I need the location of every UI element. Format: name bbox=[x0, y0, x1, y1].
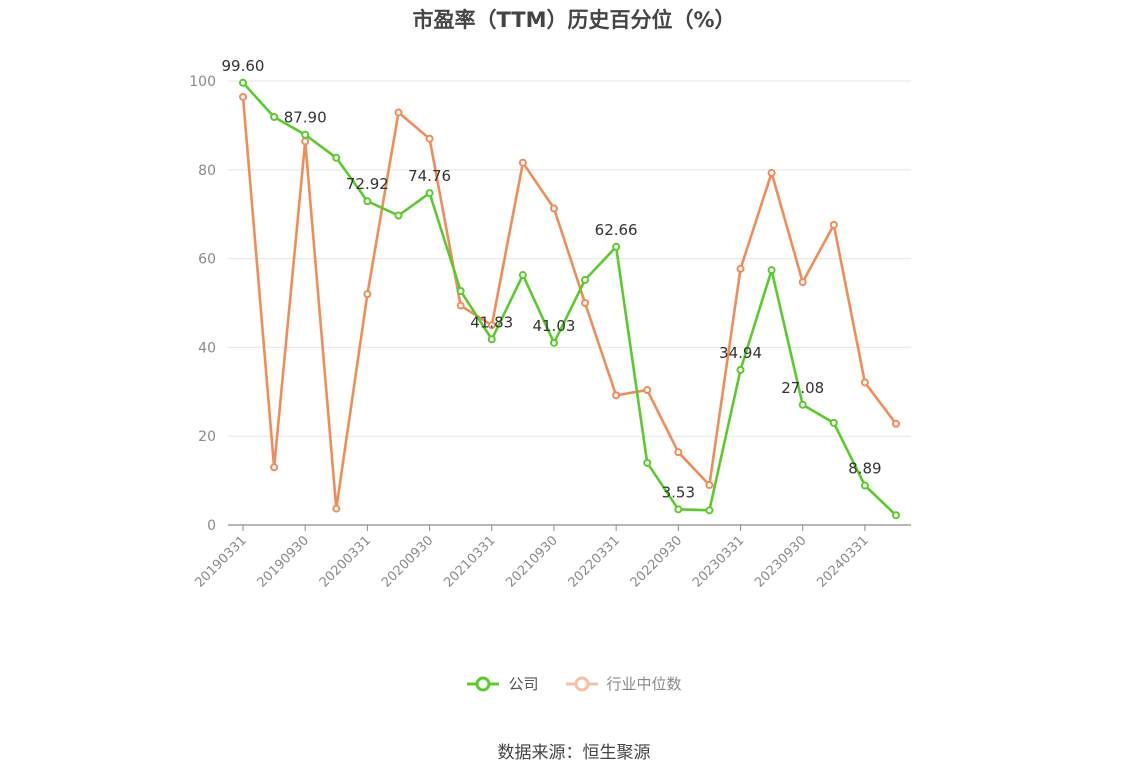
x-tick-label-20200331: 20200331 bbox=[317, 533, 374, 590]
point-company-20230630[interactable] bbox=[767, 266, 776, 275]
point-industry-20210331[interactable] bbox=[487, 321, 496, 330]
x-tick-label-20220930: 20220930 bbox=[628, 533, 685, 590]
y-tick-label-80: 80 bbox=[198, 163, 216, 179]
point-company-20220930[interactable] bbox=[674, 505, 683, 514]
legend: 公司 行业中位数 bbox=[0, 673, 1148, 694]
point-company-20220331[interactable] bbox=[612, 242, 621, 251]
point-industry-20231231[interactable] bbox=[829, 220, 838, 229]
legend-industry-marker-icon bbox=[565, 676, 598, 691]
point-industry-20230630[interactable] bbox=[767, 168, 776, 177]
point-company-20221231[interactable] bbox=[705, 506, 714, 515]
point-industry-20200630[interactable] bbox=[394, 108, 403, 117]
point-industry-20221231[interactable] bbox=[705, 481, 714, 490]
point-company-20190930[interactable] bbox=[301, 130, 310, 139]
legend-item-company[interactable]: 公司 bbox=[466, 673, 539, 694]
data-label-20240331: 8.89 bbox=[848, 460, 881, 478]
point-industry-20240630[interactable] bbox=[892, 419, 900, 428]
data-label-20200331: 72.92 bbox=[346, 175, 389, 193]
series-line-industry bbox=[241, 96, 898, 510]
chart-title: 市盈率（TTM）历史百分位（%） bbox=[412, 8, 736, 32]
point-company-20210331[interactable] bbox=[487, 335, 496, 344]
point-industry-20200331[interactable] bbox=[363, 290, 372, 299]
data-label-20230331: 34.94 bbox=[719, 344, 762, 362]
point-industry-20210630[interactable] bbox=[518, 158, 527, 167]
data-label-20210930: 41.03 bbox=[532, 317, 575, 335]
point-company-20200331[interactable] bbox=[363, 197, 372, 206]
y-tick-label-0: 0 bbox=[207, 518, 216, 534]
point-company-20190331[interactable] bbox=[239, 78, 247, 87]
x-tick-label-20190331: 20190331 bbox=[192, 533, 249, 590]
point-company-20220630[interactable] bbox=[643, 458, 652, 467]
data-source: 数据来源：恒生聚源 bbox=[497, 743, 651, 763]
point-company-20210630[interactable] bbox=[518, 271, 527, 280]
data-label-20210331: 41.83 bbox=[470, 313, 513, 331]
data-label-20230930: 27.08 bbox=[781, 379, 824, 397]
series-layer bbox=[239, 78, 900, 520]
point-industry-20220630[interactable] bbox=[643, 386, 652, 395]
legend-industry-label: 行业中位数 bbox=[606, 675, 682, 693]
point-company-20191231[interactable] bbox=[332, 153, 341, 162]
point-industry-20230930[interactable] bbox=[798, 278, 807, 287]
point-industry-20201231[interactable] bbox=[456, 301, 465, 310]
x-tick-label-20230930: 20230930 bbox=[752, 533, 809, 590]
data-label-20190930: 87.90 bbox=[284, 109, 327, 127]
y-tick-label-40: 40 bbox=[198, 340, 216, 356]
point-industry-20200930[interactable] bbox=[425, 134, 434, 143]
data-labels: 99.60 87.90 72.92 74.76 41.83 41.03 62.66 3.53 3… bbox=[222, 57, 882, 502]
y-tick-label-100: 100 bbox=[189, 74, 216, 90]
point-industry-20230331[interactable] bbox=[736, 264, 745, 273]
point-company-20200930[interactable] bbox=[425, 189, 434, 198]
point-company-20230331[interactable] bbox=[736, 365, 745, 374]
point-company-20231231[interactable] bbox=[829, 418, 838, 427]
point-company-20200630[interactable] bbox=[394, 211, 403, 220]
point-industry-20211231[interactable] bbox=[581, 299, 590, 307]
data-label-20220930: 3.53 bbox=[662, 483, 695, 501]
data-label-20200930: 74.76 bbox=[408, 167, 451, 185]
legend-company-label: 公司 bbox=[508, 675, 539, 693]
data-label-20220331: 62.66 bbox=[595, 221, 638, 239]
point-industry-20190930[interactable] bbox=[301, 137, 310, 146]
point-industry-20191231[interactable] bbox=[332, 504, 341, 513]
point-industry-20240331[interactable] bbox=[860, 378, 869, 387]
y-tick-label-20: 20 bbox=[198, 429, 216, 445]
point-industry-20190331[interactable] bbox=[239, 92, 247, 101]
point-company-20211231[interactable] bbox=[581, 275, 590, 284]
point-industry-20220930[interactable] bbox=[674, 448, 683, 457]
y-axis: 0 20 40 60 80 100 bbox=[189, 74, 216, 534]
x-tick-label-20240331: 20240331 bbox=[814, 533, 871, 590]
point-industry-20210930[interactable] bbox=[549, 204, 558, 213]
point-industry-20220331[interactable] bbox=[612, 391, 621, 400]
x-axis: 20190331 20190930 20200331 20200930 20210331… bbox=[192, 524, 911, 591]
point-company-20210930[interactable] bbox=[549, 338, 558, 347]
legend-company-marker-icon bbox=[467, 676, 500, 691]
point-company-20201231[interactable] bbox=[456, 287, 465, 296]
point-industry-20190630[interactable] bbox=[270, 463, 279, 472]
x-tick-label-20210331: 20210331 bbox=[441, 533, 498, 590]
x-tick-label-20200930: 20200930 bbox=[379, 533, 436, 590]
y-tick-label-60: 60 bbox=[198, 252, 216, 268]
point-company-20240630[interactable] bbox=[892, 511, 900, 520]
x-tick-label-20190930: 20190930 bbox=[255, 533, 312, 590]
x-tick-label-20220331: 20220331 bbox=[566, 533, 623, 590]
data-label-20190331: 99.60 bbox=[222, 57, 265, 75]
x-tick-label-20230331: 20230331 bbox=[690, 533, 747, 590]
point-company-20230930[interactable] bbox=[798, 400, 807, 409]
x-tick-label-20210930: 20210930 bbox=[503, 533, 560, 590]
series-line-company bbox=[242, 81, 897, 517]
legend-item-industry[interactable]: 行业中位数 bbox=[565, 673, 682, 694]
point-company-20240331[interactable] bbox=[860, 481, 869, 490]
point-company-20190630[interactable] bbox=[270, 112, 279, 121]
